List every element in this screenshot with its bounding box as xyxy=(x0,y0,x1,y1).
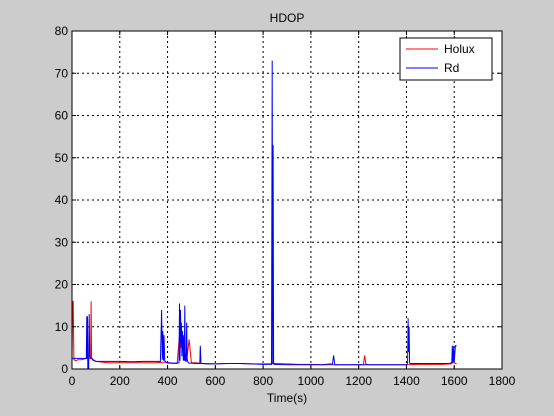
series-line-rd xyxy=(72,60,457,369)
grid xyxy=(72,31,502,369)
x-tick-label: 0 xyxy=(69,374,76,388)
x-tick-label: 400 xyxy=(158,374,178,388)
x-tick-label: 1200 xyxy=(345,374,372,388)
x-axis-label: Time(s) xyxy=(267,391,307,405)
y-tick-label: 10 xyxy=(55,320,69,334)
x-tick-label: 1400 xyxy=(393,374,420,388)
y-tick-label: 20 xyxy=(55,278,69,292)
y-tick-label: 30 xyxy=(55,235,69,249)
chart-title: HDOP xyxy=(270,11,305,25)
legend-box xyxy=(399,37,493,81)
legend-label: Rd xyxy=(444,61,459,75)
x-tick-label: 1000 xyxy=(298,374,325,388)
y-tick-label: 70 xyxy=(55,66,69,80)
y-tick-label: 0 xyxy=(61,362,68,376)
y-tick-label: 60 xyxy=(55,109,69,123)
axis-ticks: 0 200 400 600 800 1000 1200 1400 1600 1800 0 10 20 30… xyxy=(55,24,516,388)
series-layer xyxy=(71,60,457,369)
y-tick-label: 80 xyxy=(55,24,69,38)
y-tick-label: 40 xyxy=(55,193,69,207)
x-tick-label: 800 xyxy=(253,374,273,388)
x-tick-label: 1600 xyxy=(441,374,468,388)
x-tick-label: 600 xyxy=(205,374,225,388)
y-tick-label: 50 xyxy=(55,151,69,165)
x-tick-label: 1800 xyxy=(489,374,516,388)
legend-label: Holux xyxy=(444,42,475,56)
x-tick-label: 200 xyxy=(110,374,130,388)
legend: Holux Rd xyxy=(399,37,493,81)
